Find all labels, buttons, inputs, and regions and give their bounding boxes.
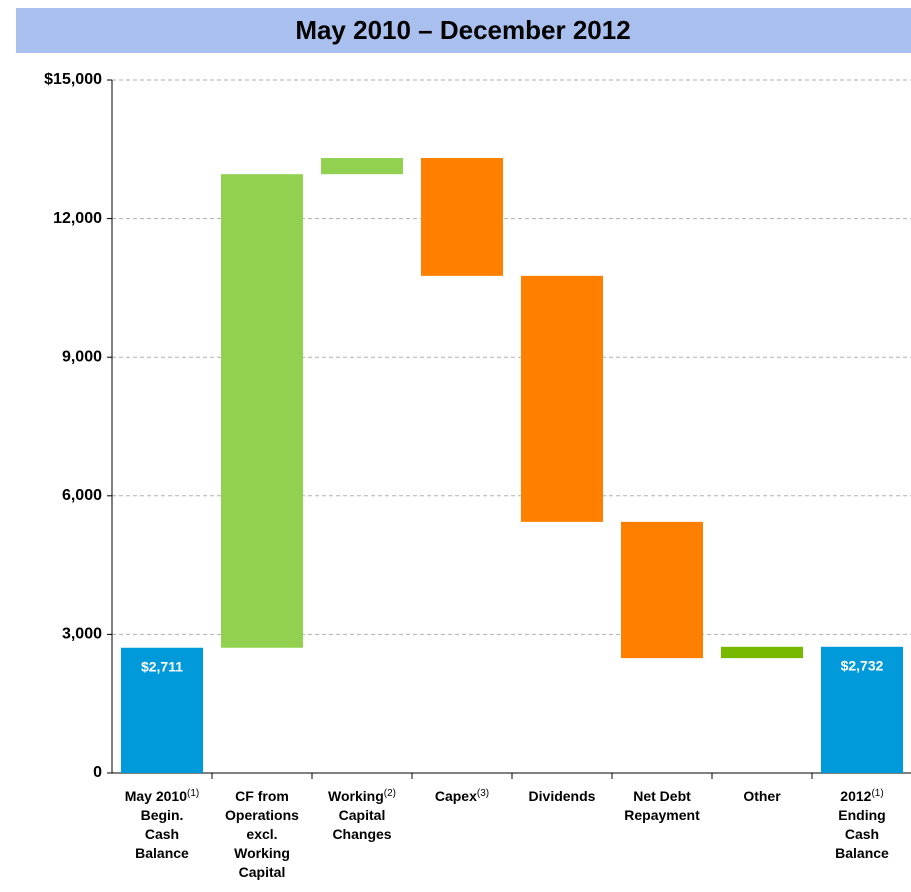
x-tick-note: (3) [477,788,489,799]
x-tick-label: Balance [135,845,189,861]
y-tick-label: 9,000 [62,348,102,365]
x-tick-label-line: Cash [145,826,179,842]
x-tick-label-line: Operations [225,807,299,823]
x-tick-label: Ending [838,807,885,823]
x-tick-label-line: Capex [435,788,477,804]
bar [521,275,603,522]
x-tick-label-line: CF from [235,788,289,804]
x-tick-label-line: Balance [835,845,889,861]
y-tick-label: $15,000 [44,71,102,88]
bar [821,646,903,773]
x-tick-label: Repayment [624,807,700,823]
x-tick-label-line: 2012 [840,788,871,804]
x-tick-label: Operations [225,807,299,823]
x-tick-label-line: Begin. [141,807,184,823]
x-tick-label: excl. [246,826,277,842]
x-tick-label: Working(2) [328,788,396,805]
x-tick-label-line: Cash [845,826,879,842]
bar [121,647,203,773]
x-tick-label-line: May 2010 [125,788,187,804]
x-tick-label: Changes [332,826,391,842]
x-tick-label-line: Capital [239,864,286,880]
x-tick-label: Capex(3) [435,788,489,805]
x-tick-label-line: Net Debt [633,788,691,804]
x-tick-label: CF from [235,788,289,804]
x-tick-label: May 2010(1) [125,788,200,805]
title-band [16,8,911,53]
bar [421,158,503,276]
x-tick-label-line: excl. [246,826,277,842]
x-tick-label: Capital [339,807,386,823]
y-tick-label: 3,000 [62,626,102,643]
x-tick-label: Other [743,788,781,804]
bar [221,174,303,648]
y-tick-label: 0 [93,764,102,781]
x-tick-label: Begin. [141,807,184,823]
x-tick-label-line: Repayment [624,807,700,823]
x-tick-label-line: Capital [339,807,386,823]
x-tick-label-line: Working [234,845,290,861]
x-tick-label: Dividends [529,788,596,804]
x-tick-label-line: Changes [332,826,391,842]
x-tick-label-line: Ending [838,807,885,823]
x-tick-note: (1) [187,788,199,799]
x-tick-label-line: Working [328,788,384,804]
x-tick-label: Working [234,845,290,861]
y-tick-label: 12,000 [53,210,102,227]
data-label: $2,711 [141,658,183,674]
bar [321,158,403,175]
x-tick-label: Cash [845,826,879,842]
x-tick-label-line: Other [743,788,781,804]
chart-title: May 2010 – December 2012 [295,15,630,45]
x-tick-label: Balance [835,845,889,861]
data-label: $2,732 [841,657,884,673]
x-tick-label: Net Debt [633,788,691,804]
y-tick-label: 6,000 [62,487,102,504]
bar [621,521,703,659]
bar [721,646,803,659]
x-tick-label: Capital [239,864,286,880]
x-tick-label: Cash [145,826,179,842]
x-tick-label-line: Balance [135,845,189,861]
x-tick-label: 2012(1) [840,788,883,805]
x-tick-note: (1) [871,788,883,799]
x-tick-label-line: Dividends [529,788,596,804]
x-tick-note: (2) [384,788,396,799]
